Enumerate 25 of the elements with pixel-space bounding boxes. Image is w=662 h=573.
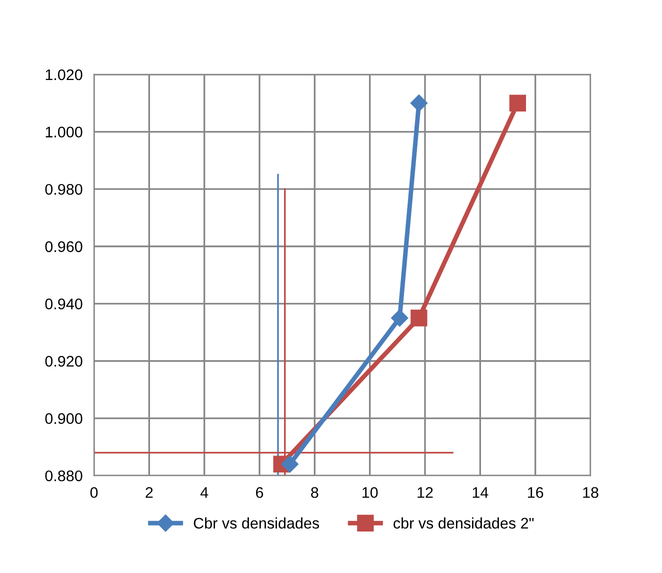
x-tick-label: 12: [418, 487, 433, 498]
x-tick-label: 14: [472, 487, 488, 498]
x-tick-label: 0: [90, 487, 98, 498]
y-tick-label: 1.020: [46, 69, 82, 80]
point: [391, 309, 408, 327]
y-tick-label: 0.880: [45, 470, 82, 482]
point: [281, 456, 298, 473]
x-tick-label: 18: [583, 487, 598, 498]
y-tick-label: 0.900: [45, 413, 82, 424]
x-tick-label: 6: [256, 487, 264, 498]
y-tick-label: 0.960: [45, 241, 82, 252]
x-tick-label: 4: [200, 487, 208, 498]
x-tick-label: 16: [528, 487, 544, 498]
y-tick-label: 0.980: [45, 184, 82, 195]
legend-label: cbr vs densidades 2": [394, 517, 534, 529]
point: [410, 94, 428, 112]
x-tick-label: 2: [146, 487, 153, 498]
y-tick-label: 0.920: [45, 356, 82, 367]
point: [509, 94, 526, 112]
y-tick-label: 1.000: [46, 126, 82, 138]
y-tick-label: 0.940: [45, 298, 82, 310]
x-tick-label: 8: [311, 487, 318, 498]
x-tick-label: 10: [362, 487, 378, 498]
point: [410, 310, 428, 326]
legend-label: Cbr vs densidades: [194, 517, 320, 529]
